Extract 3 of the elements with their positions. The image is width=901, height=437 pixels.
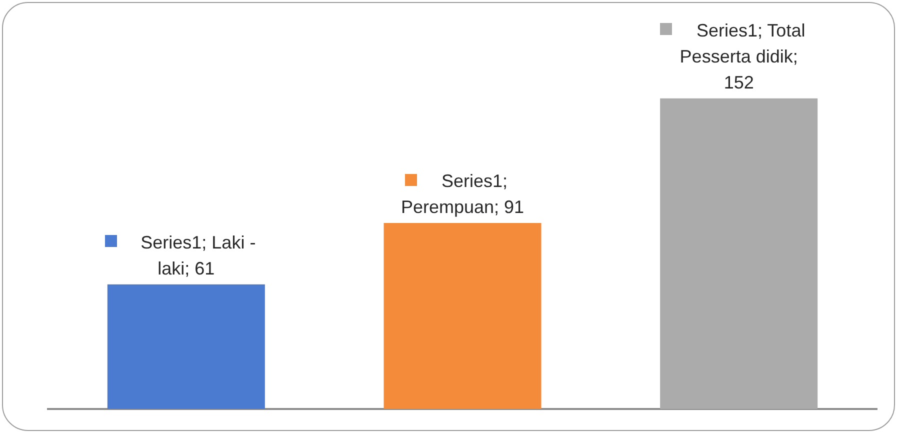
data-label: Series1; Total Pesserta didik; 152 [680, 20, 806, 92]
data-label: Series1; Perempuan; 91 [400, 171, 524, 218]
data-label: Series1; Laki - laki; 61 [140, 232, 256, 278]
